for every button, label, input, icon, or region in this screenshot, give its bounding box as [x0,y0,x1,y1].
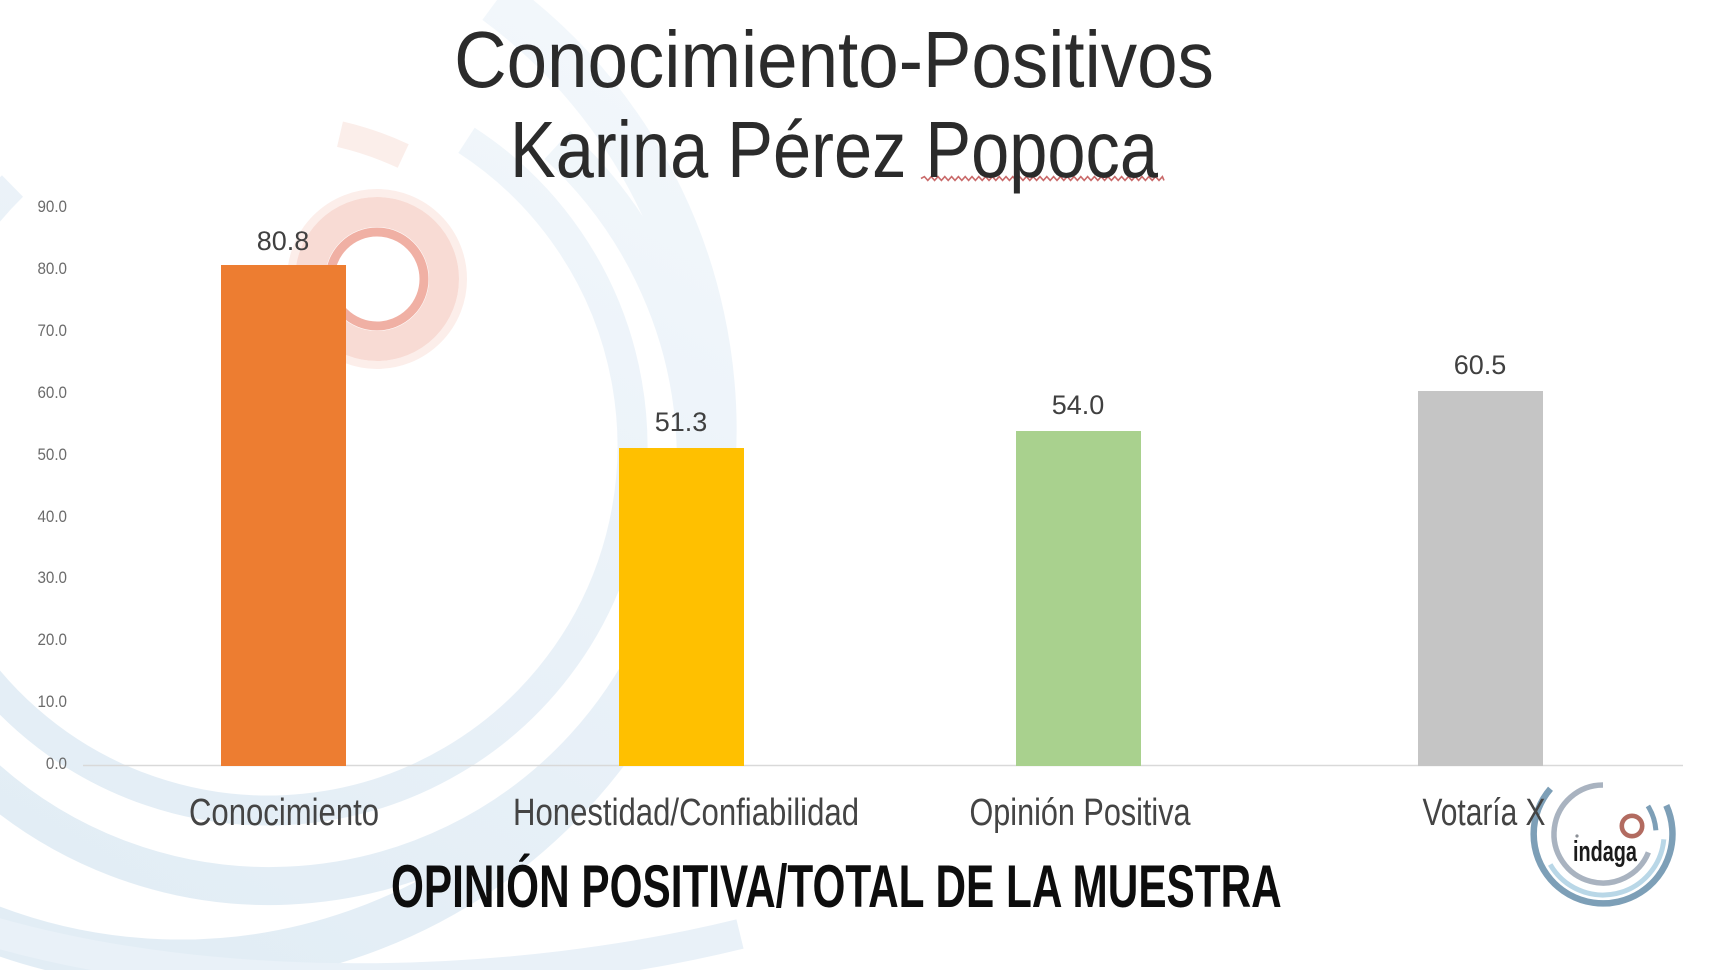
svg-text:indaga: indaga [1573,837,1637,868]
